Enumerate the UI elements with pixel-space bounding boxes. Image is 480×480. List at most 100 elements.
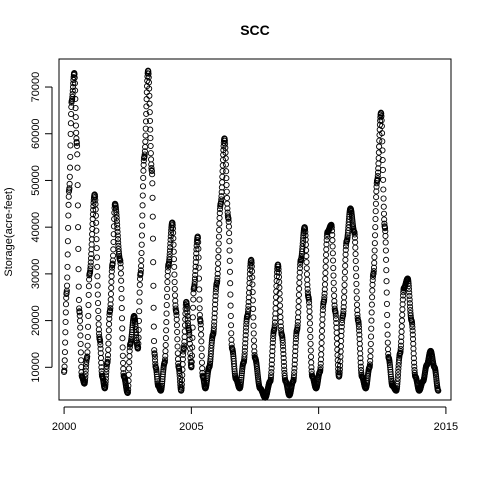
data-point [368,325,375,332]
data-point [223,194,231,202]
data-point [82,374,89,381]
data-point [126,353,133,360]
data-point [380,203,387,210]
data-point [108,278,115,285]
data-point [275,266,282,273]
data-point [192,259,199,266]
x-axis: 2000 2005 2010 2015 [52,406,458,433]
data-point [317,366,324,373]
data-point [380,186,387,193]
data-point [384,331,391,338]
data-point [142,132,149,139]
data-point [308,364,315,371]
data-point [166,247,173,254]
data-point [369,287,376,294]
data-point [215,240,222,247]
data-point [150,259,157,266]
data-point [88,250,95,258]
data-point [190,304,197,311]
data-point [241,344,249,351]
data-point [279,343,287,350]
data-point [67,120,74,127]
data-point [74,164,81,171]
data-point [355,321,362,328]
data-point [290,372,298,379]
data-point [109,260,116,267]
data-point [150,338,158,345]
data-point [196,311,203,319]
data-point [367,333,375,340]
data-point [119,325,126,332]
data-point [410,355,417,362]
data-point [191,278,198,285]
data-point [211,322,218,329]
data-point [237,378,245,385]
data-point [125,386,132,393]
data-point [380,195,387,202]
data-point [409,327,416,334]
data-point [411,363,418,370]
data-point [148,165,155,172]
data-point [212,297,219,304]
data-point [181,328,188,335]
data-point [277,323,284,330]
data-point [103,363,110,370]
data-point [303,265,310,272]
data-point [126,359,133,366]
data-point [366,361,374,368]
data-point [87,262,94,269]
data-point [97,338,104,345]
data-point [269,343,276,350]
data-point [169,222,176,229]
data-point [102,381,109,388]
data-point [94,300,102,307]
data-point [222,161,229,168]
data-point [66,180,73,187]
data-point [141,151,148,158]
x-tick-label: 2010 [306,421,330,433]
data-point [102,375,109,382]
data-point [85,291,92,298]
data-point [153,373,161,380]
data-point [188,352,196,359]
data-point [169,225,176,232]
data-point [74,182,81,189]
data-point [277,308,284,315]
data-point [143,110,150,117]
data-point [380,210,388,217]
data-point [398,338,405,345]
y-tick-label: 30000 [30,259,42,290]
data-point [118,295,125,302]
data-point [378,113,385,120]
data-point [280,358,287,366]
data-point [294,322,301,329]
data-point [377,114,384,121]
data-point [164,268,171,275]
data-point [332,315,340,322]
data-point [354,307,361,314]
data-point [210,325,217,332]
data-point [303,271,311,278]
data-point [433,373,440,381]
data-point [138,232,145,239]
data-point [381,216,388,223]
data-point [379,166,386,173]
data-point [230,350,237,358]
data-point [394,372,402,379]
data-point [172,297,179,304]
data-point [383,267,390,274]
data-point [115,248,122,255]
data-point [304,285,311,293]
data-point [140,167,147,174]
data-point [302,228,309,235]
data-points [61,67,442,401]
data-point [170,241,177,248]
data-point [192,254,200,261]
data-point [352,244,359,251]
data-point [369,294,376,301]
data-point [75,224,82,231]
data-point [170,235,177,242]
data-point [369,281,376,288]
data-point [73,129,80,136]
